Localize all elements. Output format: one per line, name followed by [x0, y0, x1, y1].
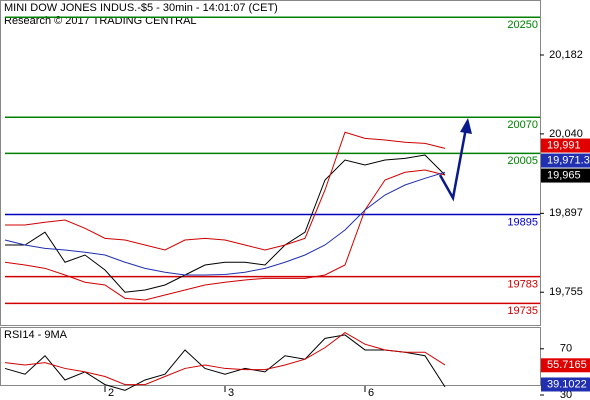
series-line — [4, 171, 446, 276]
plot: 20,182 20,040 19,897 19,755 20250 20070 20005 1… — [4, 16, 590, 400]
price-panel — [0, 0, 541, 326]
level-label: 20250 — [507, 19, 538, 31]
y-tick-label: 70 — [560, 343, 572, 355]
price-tag-label: 39.1022 — [547, 378, 587, 390]
level-label: 20005 — [507, 155, 538, 167]
y-tick-label: 19,755 — [549, 286, 583, 298]
level-label: 19895 — [507, 216, 538, 228]
y-tick-label: 20,182 — [549, 49, 583, 61]
x-tick-label: 6 — [368, 387, 374, 399]
x-tick-label: 2 — [108, 387, 114, 399]
price-tag — [541, 138, 590, 153]
series-line — [4, 334, 446, 391]
level-label: 19735 — [507, 305, 538, 317]
price-tag-label: 19,971.3 — [547, 154, 590, 166]
rsi-title: RSI14 - 9MA — [4, 329, 68, 341]
price-tag — [541, 168, 590, 183]
price-tag — [541, 377, 590, 392]
y-tick-label: 19,897 — [549, 207, 583, 219]
price-tag — [541, 358, 590, 373]
series-line — [5, 154, 446, 293]
y-tick-label: 20,040 — [549, 128, 583, 140]
series-line — [4, 169, 446, 301]
series-line — [5, 131, 446, 251]
price-tag-label: 19,965 — [547, 169, 581, 181]
level-label: 19783 — [507, 279, 538, 291]
chart-title: MINI DOW JONES INDUS.-$5 - 30min - 14:01… — [4, 2, 278, 14]
price-tag — [541, 153, 590, 168]
forecast-arrow-head — [460, 118, 472, 134]
x-tick-label: 3 — [228, 387, 234, 399]
series-line — [4, 332, 446, 386]
forecast-arrow — [438, 127, 468, 202]
level-label: 20070 — [507, 119, 538, 131]
price-tag-label: 55.7165 — [547, 359, 587, 371]
y-tick-label: 30 — [560, 389, 572, 400]
rsi-panel — [0, 327, 541, 386]
price-tag-label: 19,991 — [547, 139, 581, 151]
